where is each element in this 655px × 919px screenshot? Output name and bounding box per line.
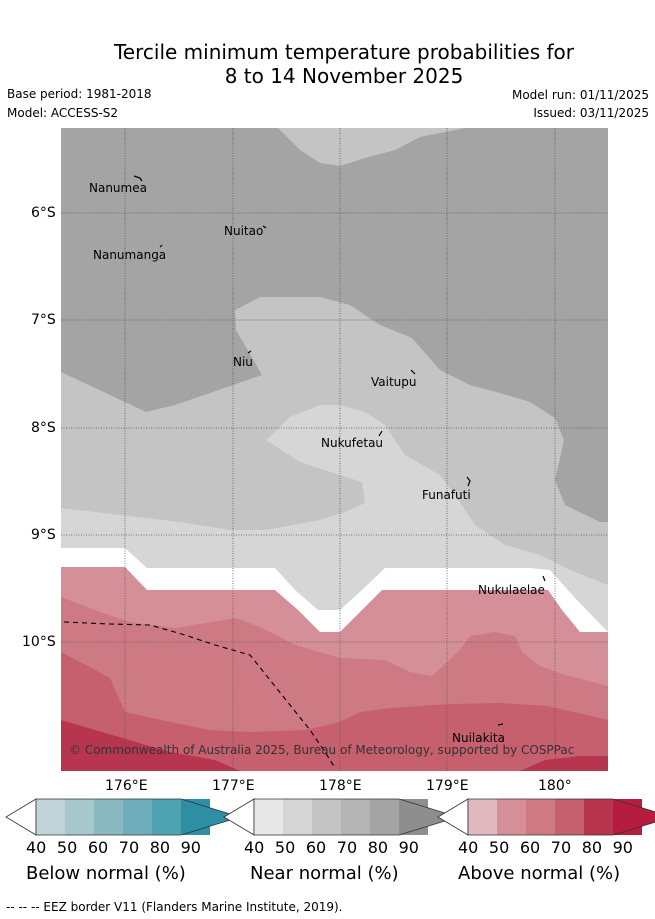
colorbar-near-labels: 40 50 60 70 80 90 (244, 838, 419, 857)
colorbar-near-label: 40 (244, 838, 265, 857)
lat-tick-6s: 6°S (31, 205, 56, 221)
colorbar-near-outline (253, 798, 460, 836)
colorbar-above-label: 90 (612, 838, 633, 857)
base-period: Base period: 1981-2018 (7, 87, 152, 101)
colorbar-above-segment (526, 799, 555, 835)
nuilakita-island-icon (497, 723, 504, 726)
nanumanga-island-icon (159, 244, 163, 248)
colorbar-below-segment (123, 799, 152, 835)
colorbar-near-label: 70 (336, 838, 358, 857)
copyright-notice: © Commonwealth of Australia 2025, Bureau… (69, 743, 575, 757)
place-label-niu: Niu (233, 355, 253, 369)
colorbar-above-segment (468, 799, 497, 835)
lon-tick-180: 180° (538, 778, 572, 794)
page-title: Tercile minimum temperature probabilitie… (0, 40, 655, 88)
colorbar-below-segment (94, 799, 123, 835)
colorbar-below-min-arrow (5, 798, 37, 836)
colorbar-near-title: Near normal (%) (250, 863, 399, 884)
place-label-nuilakita: Nuilakita (452, 731, 505, 745)
colorbar-near-segment (312, 799, 341, 835)
colorbar-above-label: 60 (519, 838, 541, 857)
colorbar-below-segment (36, 799, 65, 835)
lon-tick-178e: 178°E (319, 778, 362, 794)
lat-tick-8s: 8°S (31, 420, 56, 436)
colorbar-above-labels: 40 50 60 70 80 90 (458, 838, 633, 857)
lon-tick-177e: 177°E (212, 778, 255, 794)
colorbar-near-segment (399, 799, 428, 835)
colorbar-above-label: 70 (550, 838, 572, 857)
colorbar-below-label: 60 (87, 838, 109, 857)
place-label-nukulaelae: Nukulaelae (478, 583, 545, 597)
colorbar-near-segment (254, 799, 283, 835)
above-normal-70-region (61, 652, 608, 771)
colorbar-below-labels: 40 50 60 70 80 90 (26, 838, 201, 857)
title-line-2: 8 to 14 November 2025 (224, 64, 464, 88)
place-label-nuitao: Nuitao (224, 224, 264, 238)
colorbar-above-segment (613, 799, 642, 835)
lat-tick-7s: 7°S (31, 312, 56, 328)
colorbar-near-label: 80 (367, 838, 389, 857)
colorbar-near-min-arrow (223, 798, 255, 836)
colorbar-near-label: 60 (305, 838, 327, 857)
place-label-nanumea: Nanumea (89, 181, 147, 195)
lat-tick-9s: 9°S (31, 527, 56, 543)
colorbar-below-segment (181, 799, 210, 835)
colorbar-near-segment (370, 799, 399, 835)
above-normal-80-corner (520, 756, 608, 771)
nukufetau-island-icon (378, 430, 383, 437)
colorbar-below-label: 40 (26, 838, 47, 857)
issued-date: Issued: 03/11/2025 (533, 106, 649, 120)
colorbar-above-label: 50 (488, 838, 510, 857)
colorbar-above-segment (497, 799, 526, 835)
nuitao-island-icon (262, 225, 267, 229)
place-label-vaitupu: Vaitupu (371, 375, 417, 389)
eez-border-line (63, 621, 336, 769)
colorbar-above-title: Above normal (%) (458, 863, 621, 884)
place-label-nukufetau: Nukufetau (321, 436, 384, 450)
niu-island-icon (247, 350, 252, 354)
funafuti-island-icon (466, 476, 471, 487)
colorbar-near-segment (283, 799, 312, 835)
colorbar-above-label: 80 (581, 838, 603, 857)
colorbar-below-label: 50 (56, 838, 78, 857)
place-label-nanumanga: Nanumanga (93, 248, 167, 262)
model-name: Model: ACCESS-S2 (7, 106, 119, 120)
title-line-1: Tercile minimum temperature probabilitie… (113, 40, 575, 64)
eez-footnote: -- -- -- EEZ border V11 (Flanders Marine… (6, 900, 343, 914)
lon-tick-176e: 176°E (105, 778, 148, 794)
colorbar-below-title: Below normal (%) (26, 863, 186, 884)
near-normal-60-top (278, 128, 465, 166)
place-label-funafuti: Funafuti (422, 488, 471, 502)
colorbar-below-segment (152, 799, 181, 835)
colorbar-near-segment (341, 799, 370, 835)
above-normal-80-region (61, 720, 240, 771)
colorbar-strip (5, 798, 655, 836)
lon-tick-179e: 179°E (426, 778, 469, 794)
colorbar-above-segment (584, 799, 613, 835)
vaitupu-island-icon (410, 369, 416, 375)
nukulaelae-island-icon (542, 575, 546, 582)
colorbar-below-outline (35, 798, 242, 836)
colorbar-near-label: 50 (274, 838, 296, 857)
colorbar-above-label: 40 (458, 838, 479, 857)
colorbar-below-label: 70 (118, 838, 140, 857)
colorbar-below-label: 90 (180, 838, 201, 857)
colorbar-above-min-arrow (437, 798, 469, 836)
colorbar-below-label: 80 (149, 838, 171, 857)
nanumea-island-icon (133, 175, 143, 182)
colorbar-above-outline (467, 798, 655, 836)
lat-tick-10s: 10°S (22, 634, 56, 650)
colorbar-above-segment (555, 799, 584, 835)
colorbar-below-segment (65, 799, 94, 835)
colorbar-near-label: 90 (398, 838, 419, 857)
model-run: Model run: 01/11/2025 (511, 88, 649, 102)
